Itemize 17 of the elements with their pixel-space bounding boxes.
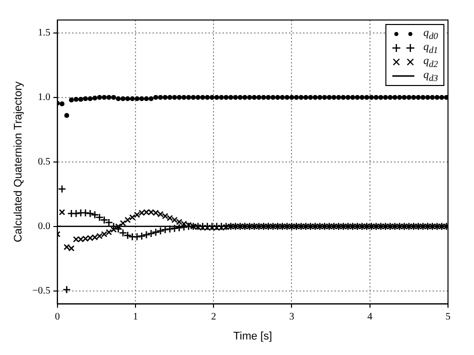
x-tick-label: 4 [367,311,372,322]
y-axis-title: Calculated Quaternion Trajectory [12,81,25,242]
x-tick-label: 2 [211,311,216,322]
legend-label: q$_{d1}$ [423,40,438,56]
legend-label: q$_{d0}$ [423,26,438,42]
y-tick-label: −0.5 [32,286,50,297]
x-tick-label: 5 [446,311,450,322]
x-axis-title: Time [s] [233,330,272,342]
legend-label: q$_{d2}$ [423,54,438,70]
x-tick-label: 0 [54,311,60,322]
legend-label: q$_{d3}$ [423,68,438,84]
y-tick-label: 1.5 [38,28,50,39]
y-tick-label: 0.0 [38,221,50,232]
y-tick-label: 1.0 [38,92,50,104]
y-tick-label: 0.5 [38,156,50,168]
x-tick-label: 3 [289,311,294,322]
x-tick-label: 1 [132,311,138,322]
